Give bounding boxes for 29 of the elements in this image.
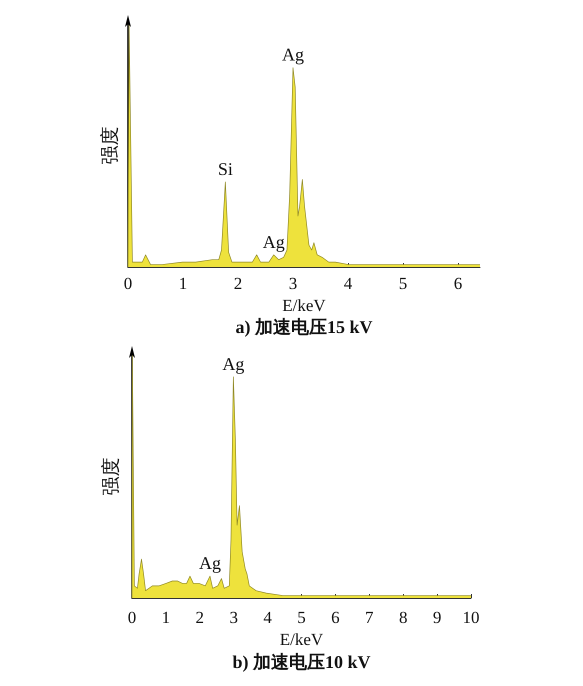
x-tick-label: 10 [462,608,480,627]
x-tick-label: 1 [162,608,170,627]
x-axis-title: E/keV [280,630,324,649]
x-tick-label: 5 [398,274,408,293]
x-tick-label: 4 [344,274,353,293]
x-tick-label: 3 [288,274,298,293]
annotation: Ag [222,354,244,374]
x-tick-label: 2 [196,608,204,627]
x-tick-label: 8 [398,608,408,627]
annotation: Ag [262,232,285,252]
x-axis-title: E/keV [282,296,326,315]
y-axis-title: 强度 [100,458,122,496]
x-tick-label: 9 [432,608,442,627]
x-tick-label: 1 [178,274,188,293]
x-tick-label: 5 [297,608,306,627]
x-tick-label: 0 [124,274,132,293]
text: b) 加速电压10 kV [232,652,371,672]
x-tick-label: 7 [365,608,374,627]
x-tick-label: 3 [229,608,238,627]
annotation: Ag [198,553,221,574]
annotation: Ag [282,44,304,65]
annotation: Si [218,158,233,179]
x-tick-label: 6 [454,274,462,293]
x-tick-label: 4 [263,608,272,627]
text: a) 加速电压15 kV [235,317,373,337]
y-axis-title: 强度 [99,126,121,164]
x-tick-label: 2 [234,274,242,293]
x-tick-label: 0 [128,608,136,627]
x-tick-label: 6 [331,608,340,627]
